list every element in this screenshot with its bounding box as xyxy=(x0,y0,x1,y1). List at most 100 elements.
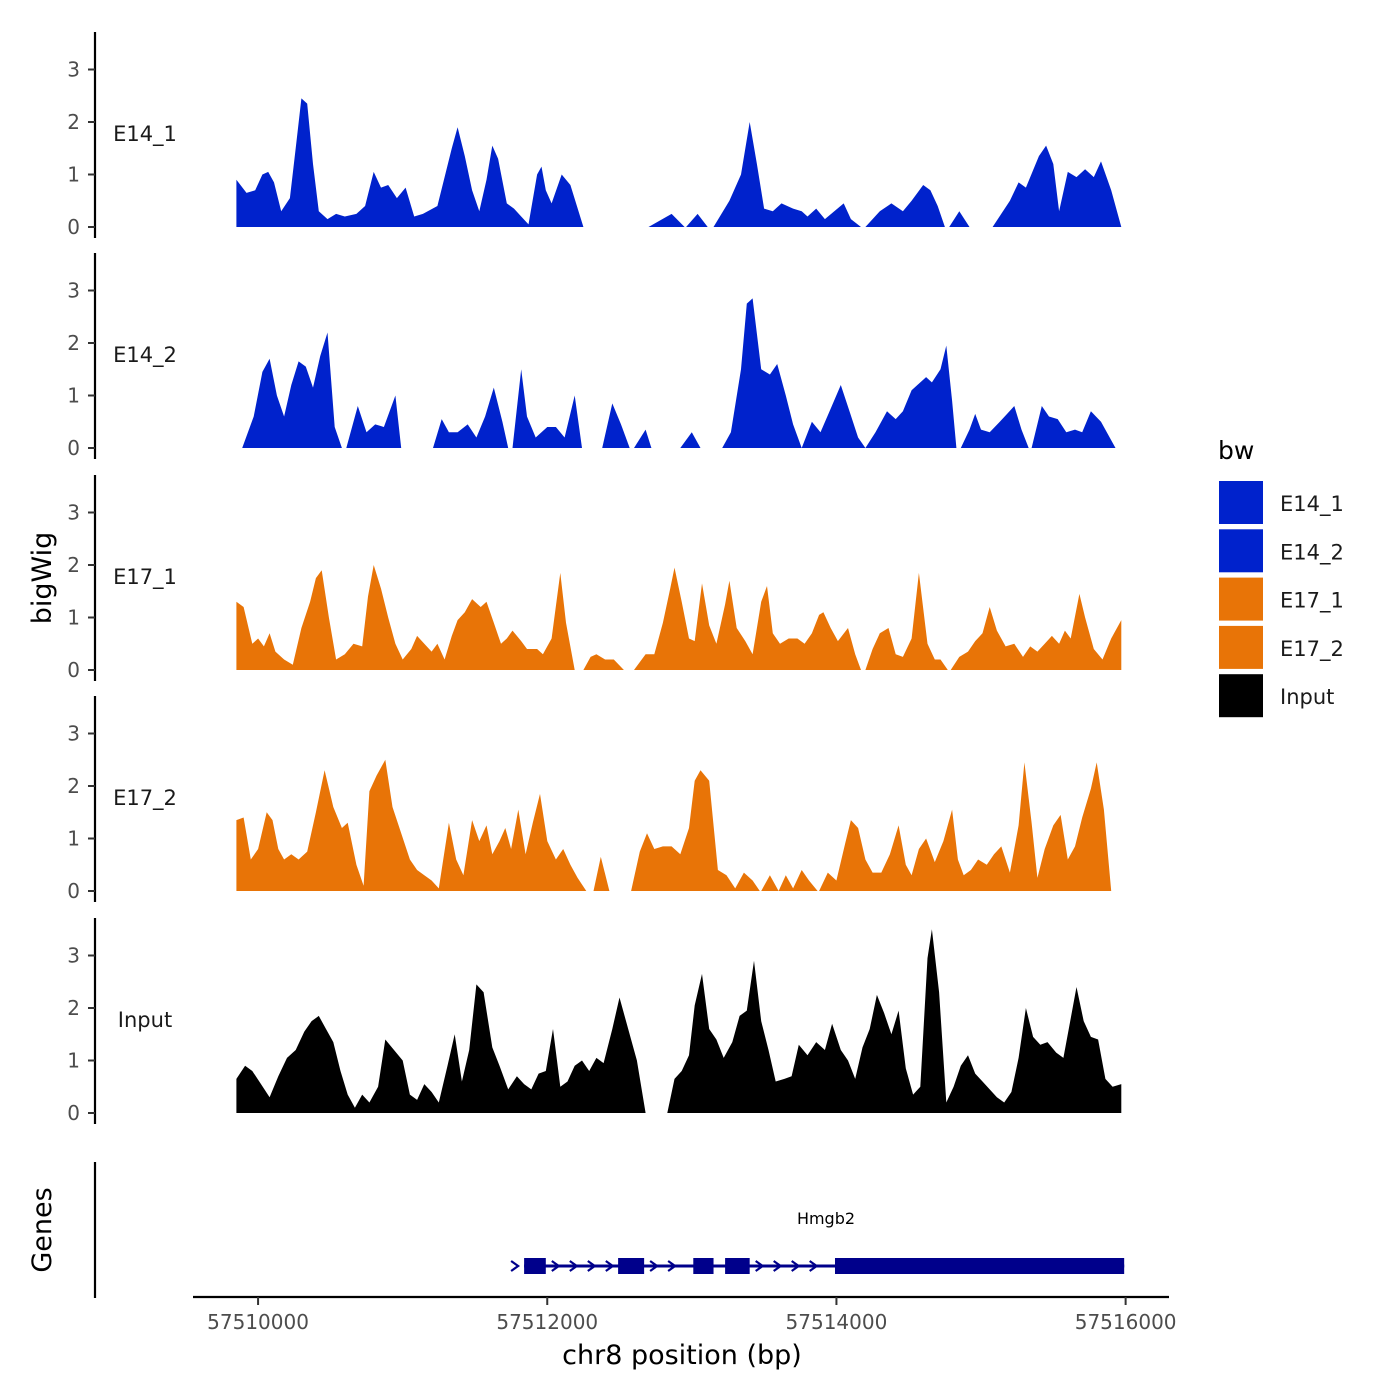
signal-area-e14-1-1 xyxy=(236,98,584,228)
track-label: Input xyxy=(118,1008,172,1032)
strand-arrow xyxy=(569,1260,579,1272)
signal-area-e17-1-5 xyxy=(950,593,1122,670)
genes-panel: Genes Hmgb2 xyxy=(27,1162,1125,1298)
signal-area-e14-1-2 xyxy=(648,213,685,227)
legend-label: E17_1 xyxy=(1280,589,1344,614)
y-tick-label: 2 xyxy=(67,553,80,577)
track-e17-1: 0 1 2 3 E17_1 xyxy=(67,475,1122,682)
legend-swatch xyxy=(1219,674,1263,718)
y-tick-label: 2 xyxy=(67,774,80,798)
strand-arrow xyxy=(809,1260,819,1272)
signal-area-e14-1-3 xyxy=(686,213,708,227)
legend-label: E17_2 xyxy=(1280,637,1344,662)
y-tick-label: 1 xyxy=(67,1049,80,1073)
x-tick-label: 57510000 xyxy=(207,1310,309,1334)
signal-area-e14-1-7 xyxy=(992,145,1122,227)
strand-arrow xyxy=(551,1260,561,1272)
y-tick-label: 0 xyxy=(67,658,80,682)
signal-area-e17-2-1 xyxy=(236,759,587,891)
genes-axis-title: Genes xyxy=(27,1187,58,1272)
signal-area-e14-2-2 xyxy=(346,395,402,448)
x-axis: 57510000 57512000 57514000 57516000 chr8 po… xyxy=(193,1295,1177,1371)
y-tick-label: 2 xyxy=(67,996,80,1020)
x-axis-ticks: 57510000 57512000 57514000 57516000 xyxy=(207,1297,1177,1334)
gene-model xyxy=(510,1258,1125,1274)
x-axis-title: chr8 position (bp) xyxy=(562,1340,802,1371)
y-tick-label: 3 xyxy=(67,501,80,525)
signal-track-panels: 0 1 2 3 E14_1 0 1 2 3 E14_2 0 1 2 3 E17_1 0 1 2 3 E17_2 0 1 2 3… xyxy=(67,32,1122,1125)
y-tick-label: 3 xyxy=(67,58,80,82)
legend-item-input: Input xyxy=(1219,674,1334,718)
signal-area-e14-2-7 xyxy=(680,432,701,448)
strand-arrow xyxy=(605,1260,615,1272)
gene-exon-1 xyxy=(524,1258,546,1274)
track-e14-1: 0 1 2 3 E14_1 xyxy=(67,32,1122,239)
strand-arrow xyxy=(773,1260,783,1272)
signal-area-e17-1-4 xyxy=(865,572,948,670)
y-axis-title: bigWig xyxy=(27,532,58,625)
y-tick-label: 3 xyxy=(67,722,80,746)
signal-area-e17-2-4 xyxy=(761,870,818,891)
signal-area-e14-2-1 xyxy=(242,332,342,448)
signal-area-e14-2-8 xyxy=(722,298,957,448)
signal-area-input-2 xyxy=(667,929,1122,1113)
legend-item-e17-2: E17_2 xyxy=(1219,625,1344,669)
x-tick-label: 57516000 xyxy=(1075,1310,1177,1334)
signal-area-e14-2-4 xyxy=(512,369,582,448)
x-tick-label: 57512000 xyxy=(496,1310,598,1334)
legend-label: Input xyxy=(1280,685,1334,709)
y-tick-label: 0 xyxy=(67,436,80,460)
legend: bw E14_1 E14_2 E17_1 E17_2 Input xyxy=(1218,436,1344,718)
signal-area-e14-2-10 xyxy=(1031,406,1116,448)
y-tick-label: 1 xyxy=(67,606,80,630)
strand-arrow xyxy=(510,1260,521,1272)
legend-items: E14_1 E14_2 E17_1 E17_2 Input xyxy=(1219,481,1344,718)
y-tick-label: 3 xyxy=(67,279,80,303)
legend-item-e17-1: E17_1 xyxy=(1219,577,1344,621)
y-tick-label: 3 xyxy=(67,944,80,968)
strand-arrow xyxy=(587,1260,597,1272)
signal-area-e17-1-3 xyxy=(634,567,861,670)
legend-item-e14-2: E14_2 xyxy=(1219,529,1344,573)
track-e14-2: 0 1 2 3 E14_2 xyxy=(67,253,1116,460)
track-input: 0 1 2 3 Input xyxy=(67,918,1122,1125)
strand-arrow xyxy=(649,1260,660,1272)
signal-area-input-1 xyxy=(236,984,646,1113)
track-label: E17_2 xyxy=(113,786,177,811)
strand-arrow xyxy=(755,1260,765,1272)
signal-area-e14-2-6 xyxy=(634,429,652,448)
x-tick-label: 57514000 xyxy=(786,1310,888,1334)
y-tick-label: 1 xyxy=(67,384,80,408)
signal-area-e14-2-9 xyxy=(960,406,1029,448)
legend-label: E14_1 xyxy=(1280,492,1344,517)
gene-exon-5 xyxy=(834,1258,1125,1274)
signal-area-e14-1-6 xyxy=(949,211,970,227)
gene-exon-3 xyxy=(693,1258,714,1274)
y-tick-label: 2 xyxy=(67,110,80,134)
signal-area-e17-1-2 xyxy=(583,654,624,670)
legend-swatch xyxy=(1219,481,1263,524)
signal-area-e17-2-3 xyxy=(631,770,760,891)
gene-label-hmgb2: Hmgb2 xyxy=(797,1209,855,1228)
signal-area-e14-2-3 xyxy=(433,387,509,448)
legend-item-e14-1: E14_1 xyxy=(1219,481,1344,524)
legend-label: E14_2 xyxy=(1280,540,1344,565)
track-label: E17_1 xyxy=(113,565,177,590)
signal-area-e14-1-5 xyxy=(865,185,945,227)
y-tick-label: 1 xyxy=(67,827,80,851)
signal-area-e17-1-1 xyxy=(236,565,575,670)
track-label: E14_2 xyxy=(113,343,177,368)
strand-arrow xyxy=(791,1260,801,1272)
track-label: E14_1 xyxy=(113,122,177,147)
signal-area-e17-2-5 xyxy=(819,762,1112,891)
signal-area-e14-1-4 xyxy=(713,122,861,227)
legend-swatch xyxy=(1219,529,1263,573)
y-tick-label: 2 xyxy=(67,331,80,355)
gene-exon-2 xyxy=(618,1258,645,1274)
y-tick-label: 1 xyxy=(67,163,80,187)
signal-area-e17-2-2 xyxy=(593,856,610,891)
y-tick-label: 0 xyxy=(67,1101,80,1125)
strand-arrow xyxy=(667,1260,678,1272)
legend-swatch xyxy=(1219,625,1263,669)
